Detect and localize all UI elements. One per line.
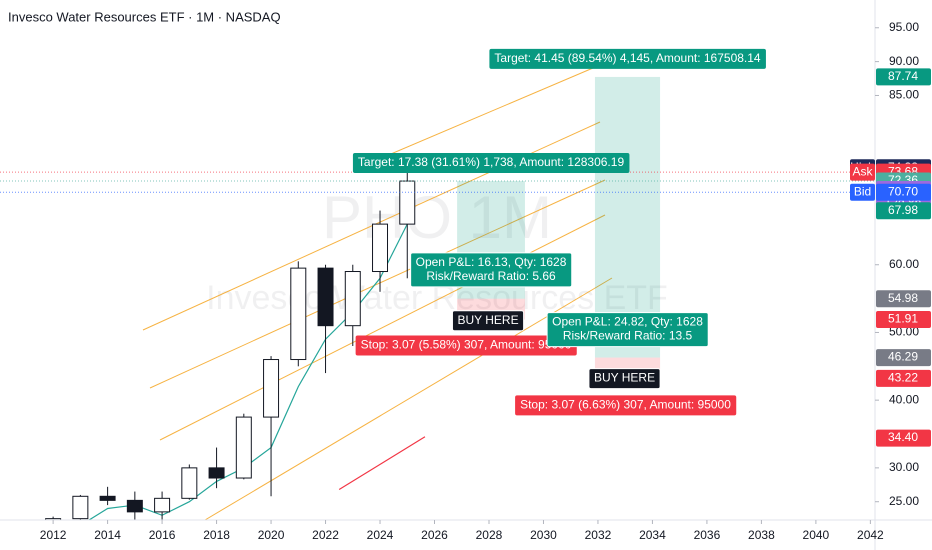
candle-body — [208, 467, 225, 479]
price-tag-name-box — [850, 163, 875, 181]
y-tick-label: 85.00 — [889, 88, 919, 102]
buy-label-box — [451, 310, 525, 332]
candle-body — [181, 467, 198, 499]
price-tag-label: 43.22 — [888, 371, 918, 385]
x-tick-label: 2038 — [748, 528, 775, 542]
stop-label: Stop: 3.07 (6.63%) 307, Amount: 95000 — [515, 395, 737, 416]
pnl-label-box — [546, 312, 709, 348]
target-label-text: Target: 17.38 (31.61%) 1,738, Amount: 12… — [358, 155, 625, 169]
x-tick-label: 2020 — [258, 528, 285, 542]
price-tag-label: 51.91 — [888, 312, 918, 326]
price-tag — [876, 290, 931, 308]
y-tick-label: 50.00 — [889, 325, 919, 339]
price-tag — [876, 311, 931, 329]
buy-label: BUY HERE — [451, 310, 525, 332]
price-tag-name: Ask — [852, 164, 873, 178]
candle-body — [72, 495, 89, 520]
price-tag-label: 70.70 — [888, 184, 918, 198]
pnl-label-text: Risk/Reward Ratio: 5.66 — [426, 269, 556, 283]
candle-body — [344, 271, 361, 327]
candle-body — [235, 416, 252, 479]
price-tag — [876, 369, 931, 387]
candle-body — [399, 180, 416, 225]
y-tick-label: 30.00 — [889, 460, 919, 474]
x-tick-label: 2018 — [203, 528, 230, 542]
buy-label-box — [588, 368, 661, 390]
price-tag-label: 46.29 — [888, 350, 918, 364]
x-tick-label: 2034 — [639, 528, 666, 542]
pnl-label-text: Open P&L: 16.13, Qty: 1628 — [416, 255, 567, 269]
channel-line — [364, 67, 594, 166]
x-tick-label: 2040 — [803, 528, 830, 542]
stop-label-box — [515, 395, 737, 416]
pnl-label-text: Risk/Reward Ratio: 13.5 — [563, 329, 693, 343]
candle-body — [263, 359, 280, 418]
candle-body — [317, 267, 334, 327]
stop-label-text: Stop: 3.07 (6.63%) 307, Amount: 95000 — [520, 398, 731, 412]
x-tick-label: 2032 — [585, 528, 612, 542]
ma-line — [338, 436, 426, 491]
price-tag — [876, 429, 931, 447]
price-tag-name-box — [850, 183, 875, 201]
x-tick-label: 2028 — [476, 528, 503, 542]
candle-body — [290, 267, 307, 361]
x-tick-label: 2030 — [530, 528, 557, 542]
price-tag-name: Bid — [854, 184, 871, 198]
x-tick-label: 2012 — [40, 528, 67, 542]
x-tick-label: 2036 — [694, 528, 721, 542]
chart-title: Invesco Water Resources ETF · 1M · NASDA… — [8, 9, 281, 24]
target-label-text: Target: 41.45 (89.54%) 4,145, Amount: 16… — [494, 51, 761, 65]
x-tick-label: 2024 — [367, 528, 394, 542]
channel-line — [204, 277, 613, 520]
candle-body — [372, 223, 389, 273]
price-tag-label: 54.98 — [888, 291, 918, 305]
candle-body — [154, 497, 171, 513]
price-tag — [876, 349, 931, 367]
x-tick-label: 2016 — [149, 528, 176, 542]
price-tag — [876, 202, 931, 220]
pnl-label-box — [410, 252, 573, 288]
target-label: Target: 41.45 (89.54%) 4,145, Amount: 16… — [489, 48, 766, 69]
buy-label: BUY HERE — [588, 368, 661, 390]
target-label-box — [489, 48, 766, 69]
y-tick-label: 95.00 — [889, 20, 919, 34]
y-tick-label: 25.00 — [889, 494, 919, 508]
buy-label-text: BUY HERE — [594, 371, 655, 385]
target-label-box — [352, 153, 630, 174]
x-tick-label: 2014 — [94, 528, 121, 542]
price-tag-label: 67.98 — [888, 203, 918, 217]
target-zone — [594, 76, 661, 358]
x-tick-label: 2022 — [312, 528, 339, 542]
price-tag — [876, 183, 931, 201]
y-tick-label: 90.00 — [889, 54, 919, 68]
candle-body — [99, 495, 116, 501]
x-tick-label: 2042 — [857, 528, 884, 542]
x-tick-label: 2026 — [421, 528, 448, 542]
buy-label-text: BUY HERE — [457, 313, 518, 327]
candle-body — [126, 499, 143, 513]
y-tick-label: 40.00 — [889, 392, 919, 406]
y-tick-label: 60.00 — [889, 257, 919, 271]
price-tag — [876, 68, 931, 86]
candle-body — [45, 518, 62, 520]
channel-line — [149, 179, 606, 389]
watermark-symbol: PHO 1M — [322, 184, 552, 251]
stop-label: Stop: 3.07 (5.58%) 307, Amount: 95000 — [355, 335, 577, 356]
target-label: Target: 17.38 (31.61%) 1,738, Amount: 12… — [352, 153, 630, 174]
pnl-label-text: Open P&L: 24.82, Qty: 1628 — [552, 315, 703, 329]
price-tag-label: 34.40 — [888, 430, 918, 444]
stop-label-box — [355, 335, 577, 356]
price-tag-label: 87.74 — [888, 69, 918, 83]
stop-label-text: Stop: 3.07 (5.58%) 307, Amount: 95000 — [361, 338, 572, 352]
